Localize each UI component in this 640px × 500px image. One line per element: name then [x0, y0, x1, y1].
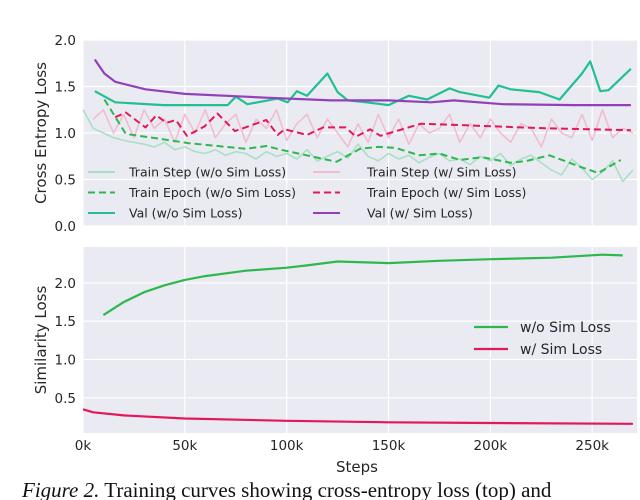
series-line-train-step-w-o-sim-loss — [82, 109, 634, 183]
series-line-val-w-sim-loss — [93, 58, 631, 107]
plot-background — [83, 247, 637, 433]
series-line-w-o-sim-loss — [102, 253, 623, 317]
x-tick-label: 0k — [75, 438, 92, 454]
series-line-w-sim-loss — [82, 408, 633, 425]
series-line-train-epoch-w-sim-loss — [114, 111, 631, 138]
y-axis-label: Similarity Loss — [32, 286, 50, 395]
y-tick-label: 1.0 — [55, 126, 76, 142]
legend-label: w/ Sim Loss — [520, 342, 602, 358]
y-tick-label: 2.0 — [55, 33, 76, 49]
y-axis-label: Cross Entropy Loss — [32, 62, 50, 204]
legend-label: Train Step (w/o Sim Loss) — [128, 165, 286, 180]
y-tick-label: 1.5 — [55, 314, 76, 330]
legend-label: Val (w/ Sim Loss) — [367, 206, 473, 221]
caption-label: Figure 2. — [21, 478, 99, 500]
series-line-val-w-o-sim-loss — [94, 60, 632, 107]
legend-label: Val (w/o Sim Loss) — [129, 206, 242, 221]
legend-label: Train Step (w/ Sim Loss) — [366, 165, 517, 180]
legend: Train Step (w/o Sim Loss) Train Step (w/ … — [88, 165, 526, 221]
y-tick-label: 0.0 — [55, 219, 76, 235]
figure-caption: Figure 2. Training curves showing cross-… — [21, 478, 552, 500]
caption-text: Training curves showing cross-entropy lo… — [99, 478, 552, 500]
x-tick-label: 150k — [372, 438, 406, 454]
x-tick-label: 250k — [575, 438, 609, 454]
x-tick-label: 50k — [172, 438, 197, 454]
similarity-plot: 0.5 1.0 1.5 2.0 0k 50k 100k 150k 200k 250k Simil… — [32, 247, 637, 476]
legend-label: Train Epoch (w/o Sim Loss) — [128, 185, 296, 200]
y-tick-label: 0.5 — [55, 391, 76, 407]
legend: w/o Sim Loss w/ Sim Loss — [474, 320, 611, 358]
x-axis-label: Steps — [336, 458, 378, 476]
x-tick-label: 100k — [270, 438, 304, 454]
y-tick-label: 1.5 — [55, 80, 76, 96]
y-tick-label: 1.0 — [55, 353, 76, 369]
legend-label: Train Epoch (w/ Sim Loss) — [366, 185, 526, 200]
x-tick-label: 200k — [474, 438, 508, 454]
y-tick-label: 2.0 — [55, 276, 76, 292]
legend-label: w/o Sim Loss — [520, 320, 611, 336]
series-line-train-epoch-w-o-sim-loss — [103, 98, 622, 174]
cross-entropy-plot: 0.0 0.5 1.0 1.5 2.0 Cross Entropy Loss Train… — [32, 33, 637, 235]
y-tick-label: 0.5 — [55, 173, 76, 189]
